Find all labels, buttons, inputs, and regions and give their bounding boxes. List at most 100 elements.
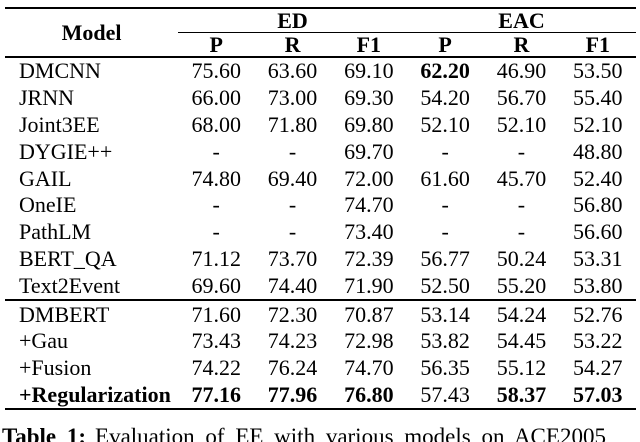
value-cell: - [517,219,526,245]
model-cell: OneIE [19,192,77,218]
table-row: OneIE - - 74.70 - - 56.80 [5,192,636,219]
value-cell: 74.40 [267,272,318,298]
value-cell: - [288,192,297,218]
value-cell: 69.60 [191,272,241,298]
value-cell: 70.87 [330,299,407,328]
table-body: DMCNN 75.60 63.60 69.10 62.20 46.90 53.50 JRNN 6… [5,57,636,409]
value-cell: 71.90 [344,272,394,298]
model-cell: GAIL [19,165,72,191]
value-cell: 52.40 [573,165,623,191]
value-cell: 72.39 [344,245,394,271]
value-cell: 71.12 [191,245,241,271]
value-cell: - [517,192,526,218]
value-cell: 62.20 [420,58,470,84]
value-cell: 52.76 [559,299,636,328]
value-cell: 52.10 [420,111,470,137]
value-cell: 54.45 [496,328,547,354]
caption-text: Evaluation of EE with various models on … [95,424,606,442]
table-row: Text2Event 69.60 74.40 71.90 52.50 55.20 53.80 [5,272,636,300]
value-cell: 77.16 [191,381,241,407]
model-cell: DMCNN [19,58,101,84]
value-cell: 72.98 [344,328,394,354]
value-cell: 69.80 [344,111,394,137]
model-cell: +Regularization [19,381,171,407]
subheader-ed-p: P [178,32,255,58]
value-cell: 52.50 [420,272,470,298]
value-cell: 74.22 [191,355,241,381]
table-row: GAIL 74.80 69.40 72.00 61.60 45.70 52.40 [5,165,636,192]
value-cell: - [441,138,449,164]
value-cell: 56.80 [573,192,623,218]
value-cell: 73.00 [267,85,318,111]
value-cell: 74.80 [191,165,241,191]
value-cell: 53.22 [573,328,623,354]
table-header: Model ED EAC P R F1 P R F1 [5,8,636,58]
table-row: JRNN 66.00 73.00 69.30 54.20 56.70 55.40 [5,85,636,112]
value-cell: 74.70 [344,192,394,218]
value-cell: 56.77 [420,245,470,271]
model-column-header: Model [5,8,179,58]
model-cell: BERT_QA [19,245,117,271]
model-cell: DMBERT [5,299,179,328]
value-cell: 45.70 [496,165,547,191]
table-row: +Fusion 74.22 76.24 74.70 56.35 55.12 54.27 [5,355,636,382]
caption-label: Table 1: [2,424,87,442]
model-cell: DYGIE++ [19,138,113,164]
value-cell: 77.96 [267,381,318,407]
value-cell: - [288,138,297,164]
value-cell: 50.24 [496,245,547,271]
value-cell: 55.20 [496,272,547,298]
model-cell: Text2Event [19,272,121,298]
table-row: DYGIE++ - - 69.70 - - 48.80 [5,138,636,165]
table-row: +Gau 73.43 74.23 72.98 53.82 54.45 53.22 [5,328,636,355]
value-cell: 74.23 [267,328,318,354]
value-cell: 55.40 [573,85,623,111]
results-table: Model ED EAC P R F1 P R F1 DMCNN 75.60 63.… [5,7,636,411]
value-cell: 69.70 [344,138,394,164]
value-cell: 54.20 [420,85,470,111]
value-cell: - [441,219,449,245]
table-caption: Table 1: Evaluation of EE with various mo… [2,423,640,442]
value-cell: 72.00 [344,165,394,191]
value-cell: 73.43 [191,328,241,354]
value-cell: 48.80 [573,138,623,164]
value-cell: 53.14 [406,299,484,328]
value-cell: 53.80 [573,272,623,298]
value-cell: 76.24 [267,355,318,381]
group-header-eac: EAC [406,8,636,33]
value-cell: 75.60 [191,58,241,84]
value-cell: 54.24 [483,299,560,328]
value-cell: 76.80 [344,381,394,407]
value-cell: 66.00 [191,85,241,111]
group-header-row: Model ED EAC [5,8,636,58]
value-cell: 57.43 [420,381,470,407]
group-header-ed: ED [178,8,407,33]
model-cell: PathLM [19,219,92,245]
value-cell: 52.10 [496,111,547,137]
value-cell: 73.40 [344,219,394,245]
value-cell: - [441,192,449,218]
model-cell: +Gau [19,328,69,354]
subheader-ed-f1: F1 [330,32,407,58]
value-cell: 69.30 [344,85,394,111]
value-cell: 71.60 [178,299,255,328]
value-cell: 57.03 [573,381,623,407]
value-cell: - [212,138,220,164]
subheader-eac-p: P [406,32,484,58]
value-cell: 69.40 [267,165,318,191]
value-cell: 56.70 [496,85,547,111]
value-cell: 61.60 [420,165,470,191]
value-cell: 46.90 [496,58,547,84]
subheader-eac-f1: F1 [559,32,636,58]
subheader-eac-r: R [483,32,560,58]
value-cell: 73.70 [267,245,318,271]
value-cell: 56.35 [420,355,470,381]
table-row: Joint3EE 68.00 71.80 69.80 52.10 52.10 52.10 [5,112,636,139]
model-cell: Joint3EE [19,111,100,137]
table-row: PathLM - - 73.40 - - 56.60 [5,219,636,246]
model-cell: +Fusion [19,355,92,381]
subheader-row: P R F1 P R F1 [5,32,636,58]
value-cell: 54.27 [573,355,623,381]
value-cell: 58.37 [496,381,547,407]
table-row: DMBERT 71.60 72.30 70.87 53.14 54.24 52.76 [5,299,636,328]
